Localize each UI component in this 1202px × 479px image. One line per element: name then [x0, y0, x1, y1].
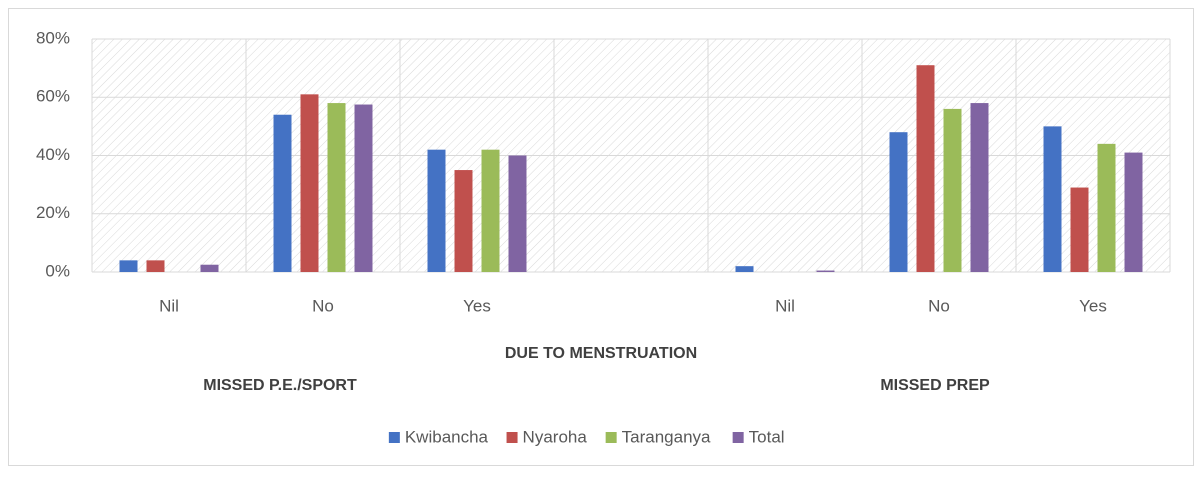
legend-label: Kwibancha — [405, 427, 489, 446]
x-tick-label: No — [312, 296, 334, 315]
legend-swatch — [388, 432, 400, 443]
bar — [454, 170, 473, 272]
y-tick-label: 20% — [36, 203, 70, 222]
y-tick-label: 40% — [36, 145, 70, 164]
legend-label: Total — [749, 427, 785, 446]
bar — [200, 264, 219, 272]
bar — [481, 149, 500, 272]
x-tick-label: Yes — [1079, 296, 1107, 315]
legend-label: Taranganya — [622, 427, 711, 446]
bar — [1043, 126, 1062, 272]
bar — [300, 94, 319, 273]
bar — [119, 260, 138, 272]
bar — [427, 149, 446, 272]
bar — [916, 65, 935, 273]
y-tick-label: 60% — [36, 87, 70, 106]
y-tick-label: 80% — [36, 28, 70, 47]
legend-swatch — [732, 432, 744, 443]
bar — [889, 132, 908, 272]
legend-swatch — [605, 432, 617, 443]
annotation: MISSED P.E./SPORT — [203, 377, 357, 394]
bar — [1124, 152, 1143, 272]
annotation: MISSED PREP — [880, 377, 990, 394]
bar — [1097, 143, 1116, 272]
bar — [273, 114, 292, 272]
bar — [943, 108, 962, 273]
bar — [508, 155, 527, 272]
annotation: DUE TO MENSTRUATION — [505, 345, 697, 362]
bar — [816, 270, 835, 272]
x-tick-label: Yes — [463, 296, 491, 315]
bar — [970, 103, 989, 272]
bar — [735, 266, 754, 272]
x-tick-label: Nil — [159, 296, 179, 315]
x-tick-label: No — [928, 296, 950, 315]
bar — [1070, 187, 1089, 272]
legend-label: Nyaroha — [523, 427, 588, 446]
bar — [146, 260, 165, 272]
y-tick-label: 0% — [45, 261, 70, 280]
bar — [354, 104, 373, 272]
legend-swatch — [506, 432, 518, 443]
bar — [327, 103, 346, 272]
x-tick-label: Nil — [775, 296, 795, 315]
